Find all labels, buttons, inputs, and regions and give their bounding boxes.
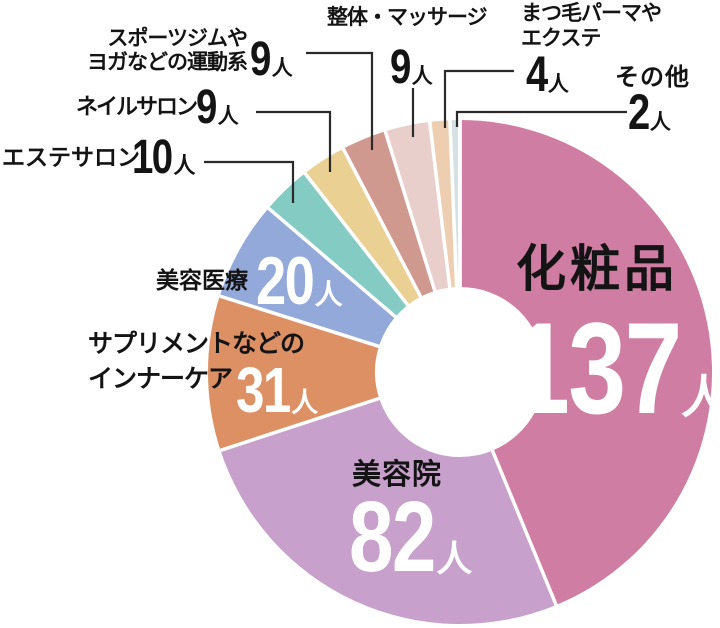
leader-line-nail-salon [256, 110, 332, 172]
slice-gap-line [218, 294, 381, 349]
slice-gap-line [266, 206, 398, 319]
leader-line-esthetic-salon [204, 160, 295, 203]
slice-esthetic-salon [268, 173, 408, 317]
value-beauty-medical: 20 人 [256, 247, 343, 315]
label-nail-salon: ネイルサロン [76, 95, 198, 120]
value-cosmetics-unit: 人 [680, 370, 720, 424]
label-supplements: サプリメントなどの インナーケア [88, 327, 305, 396]
value-other: 2 人 [628, 87, 671, 137]
value-gym-yoga: 9 人 [250, 36, 293, 84]
slice-gap-line [341, 146, 423, 299]
label-esthetic-salon: エステサロン [2, 145, 140, 171]
label-gym-yoga-line1: スポーツジムや [107, 26, 248, 50]
value-beauty-medical-number: 20 [256, 243, 315, 319]
value-other-number: 2 [628, 84, 650, 140]
slice-gap-line [427, 120, 452, 289]
slice-nail-salon [305, 148, 421, 305]
value-massage-unit: 人 [411, 64, 433, 88]
slice-gap-line [383, 129, 437, 293]
value-beauty-medical-unit: 人 [314, 278, 343, 311]
label-eyelash-perm: まつ毛パーマや エクステ [521, 1, 662, 51]
label-gym-yoga: スポーツジムや ヨガなどの運動系 [60, 26, 248, 75]
slice-gym-yoga [343, 131, 435, 297]
value-hair-salon: 82 人 [349, 487, 472, 587]
value-supplements-unit: 人 [291, 388, 319, 419]
label-supplements-line2: インナーケア [88, 363, 233, 393]
value-esthetic-salon-number: 10 [132, 131, 173, 184]
value-cosmetics-number: 137 [512, 295, 682, 441]
slice-gap-line [448, 119, 459, 289]
value-cosmetics: 137 人 [512, 303, 720, 433]
leader-line-other [455, 110, 627, 127]
value-nail-salon-number: 9 [196, 81, 217, 134]
label-hair-salon: 美容院 [352, 457, 443, 491]
value-gym-yoga-unit: 人 [271, 56, 293, 80]
label-eyelash-perm-line1: まつ毛パーマや [521, 1, 662, 25]
value-massage: 9 人 [390, 44, 433, 92]
slice-cosmetics [460, 120, 712, 605]
label-eyelash-perm-line2: エクステ [521, 26, 601, 51]
value-supplements: 31 人 [236, 358, 318, 422]
slice-gap-line [303, 171, 410, 307]
value-hair-salon-unit: 人 [436, 539, 473, 580]
value-eyelash-perm-unit: 人 [547, 72, 569, 96]
slice-gap-line [218, 396, 381, 453]
value-esthetic-salon: 10 人 [132, 134, 195, 182]
value-nail-salon-unit: 人 [217, 104, 239, 128]
slice-hair-salon [220, 398, 557, 624]
value-nail-salon: 9 人 [196, 84, 239, 132]
leader-line-eyelash-perm [443, 69, 514, 128]
label-beauty-medical: 美容医療 [156, 268, 248, 294]
value-supplements-number: 31 [236, 354, 291, 426]
value-gym-yoga-number: 9 [250, 33, 271, 86]
label-supplements-line1: サプリメントなどの [88, 329, 305, 358]
label-cosmetics: 化粧品 [516, 240, 678, 298]
slice-beauty-medical [219, 208, 396, 347]
slice-gap-line [490, 448, 559, 607]
label-gym-yoga-line2: ヨガなどの運動系 [87, 50, 248, 75]
value-esthetic-salon-unit: 人 [173, 154, 196, 179]
label-massage: 整体・マッサージ [327, 5, 488, 29]
leader-line-gym-yoga [306, 51, 374, 150]
value-eyelash-perm: 4 人 [526, 49, 569, 99]
value-massage-number: 9 [390, 41, 411, 94]
value-other-unit: 人 [649, 110, 671, 134]
label-other: その他 [615, 63, 690, 91]
value-hair-salon-number: 82 [349, 481, 436, 593]
value-eyelash-perm-number: 4 [526, 46, 548, 102]
